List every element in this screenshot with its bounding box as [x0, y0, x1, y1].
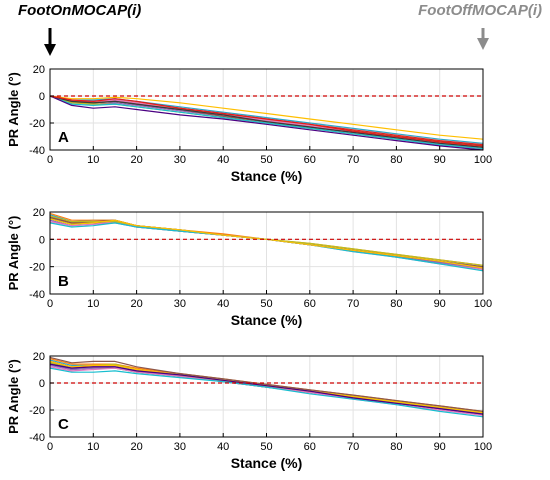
panel-b-series-line: [49, 218, 484, 269]
panel-a-series-line: [49, 95, 484, 144]
panel-c-series-line: [49, 363, 484, 415]
panel-b-x-tick-label: 40: [217, 298, 229, 310]
panel-a-x-axis-title: Stance (%): [231, 168, 303, 184]
panel-c-x-tick-label: 50: [260, 441, 272, 453]
panel-c-x-tick-label: 40: [217, 441, 229, 453]
panel-b-x-tick-label: 90: [434, 298, 446, 310]
panel-a-x-tick-label: 20: [130, 154, 142, 166]
panel-c-x-tick-label: 90: [434, 441, 446, 453]
panel-b-y-tick-label: 0: [39, 234, 45, 246]
panel-c-panel-label: C: [58, 416, 69, 433]
panel-c-x-tick-label: 10: [87, 441, 99, 453]
panel-c-y-tick-label: 20: [33, 351, 45, 363]
panel-c-x-tick-label: 70: [347, 441, 359, 453]
panel-b-x-axis-title: Stance (%): [231, 312, 303, 328]
panel-b-x-tick-label: 10: [87, 298, 99, 310]
panel-b-x-tick-label: 100: [474, 298, 492, 310]
panel-c-x-tick-label: 60: [304, 441, 316, 453]
panel-a-x-tick-label: 10: [87, 154, 99, 166]
panel-b-y-tick-label: 20: [33, 207, 45, 219]
panel-a-x-tick-label: 0: [47, 154, 53, 166]
panel-a-y-axis-title: PR Angle (°): [6, 72, 21, 147]
panel-a-series-line: [49, 95, 484, 148]
panel-a-series-line: [49, 95, 484, 140]
panel-c-x-tick-label: 80: [390, 441, 402, 453]
panel-c-x-axis-title: Stance (%): [231, 455, 303, 471]
panel-c-y-axis-title: PR Angle (°): [6, 359, 21, 434]
panel-b-y-tick-label: -20: [29, 262, 45, 274]
panel-c-x-tick-label: 0: [47, 441, 53, 453]
panel-b-x-tick-label: 50: [260, 298, 272, 310]
panel-a-y-tick-label: -20: [29, 118, 45, 130]
foot-off-arrow-head: [477, 38, 489, 50]
panel-b-x-tick-label: 30: [174, 298, 186, 310]
panel-c-y-tick-label: -40: [29, 432, 45, 444]
foot-off-label: FootOffMOCAP(i): [418, 2, 542, 19]
panel-a-y-tick-label: 0: [39, 91, 45, 103]
panel-c-x-tick-label: 100: [474, 441, 492, 453]
panel-b-y-tick-label: -40: [29, 289, 45, 301]
panel-b-x-tick-label: 70: [347, 298, 359, 310]
panel-a-x-tick-label: 30: [174, 154, 186, 166]
panel-a-x-tick-label: 40: [217, 154, 229, 166]
panel-a-x-tick-label: 80: [390, 154, 402, 166]
panel-a-x-tick-label: 90: [434, 154, 446, 166]
foot-on-arrow-head: [44, 44, 56, 56]
panel-a-y-tick-label: -40: [29, 145, 45, 157]
panel-a-series-line: [49, 95, 484, 147]
panel-b-x-tick-label: 60: [304, 298, 316, 310]
panel-c-y-tick-label: -20: [29, 405, 45, 417]
panel-a-series-line: [49, 95, 484, 150]
panel-a-y-tick-label: 20: [33, 64, 45, 76]
panel-c-series-line: [49, 367, 484, 418]
panel-a-x-tick-label: 60: [304, 154, 316, 166]
panel-b-y-axis-title: PR Angle (°): [6, 216, 21, 291]
panel-c-series-line: [49, 356, 484, 412]
panel-b-panel-label: B: [58, 273, 69, 290]
panel-c-x-tick-label: 20: [130, 441, 142, 453]
panel-b-x-tick-label: 20: [130, 298, 142, 310]
foot-on-label: FootOnMOCAP(i): [18, 2, 142, 19]
panel-b-x-tick-label: 80: [390, 298, 402, 310]
panel-b-x-tick-label: 0: [47, 298, 53, 310]
panel-c-y-tick-label: 0: [39, 378, 45, 390]
panel-a-x-tick-label: 100: [474, 154, 492, 166]
panel-a-x-tick-label: 50: [260, 154, 272, 166]
panel-c-x-tick-label: 30: [174, 441, 186, 453]
panel-a-x-tick-label: 70: [347, 154, 359, 166]
panel-a-panel-label: A: [58, 129, 69, 146]
panel-a-series-line: [49, 95, 484, 151]
